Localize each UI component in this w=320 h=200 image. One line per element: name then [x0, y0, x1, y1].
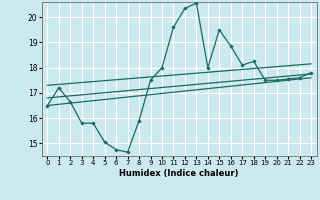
X-axis label: Humidex (Indice chaleur): Humidex (Indice chaleur) [119, 169, 239, 178]
